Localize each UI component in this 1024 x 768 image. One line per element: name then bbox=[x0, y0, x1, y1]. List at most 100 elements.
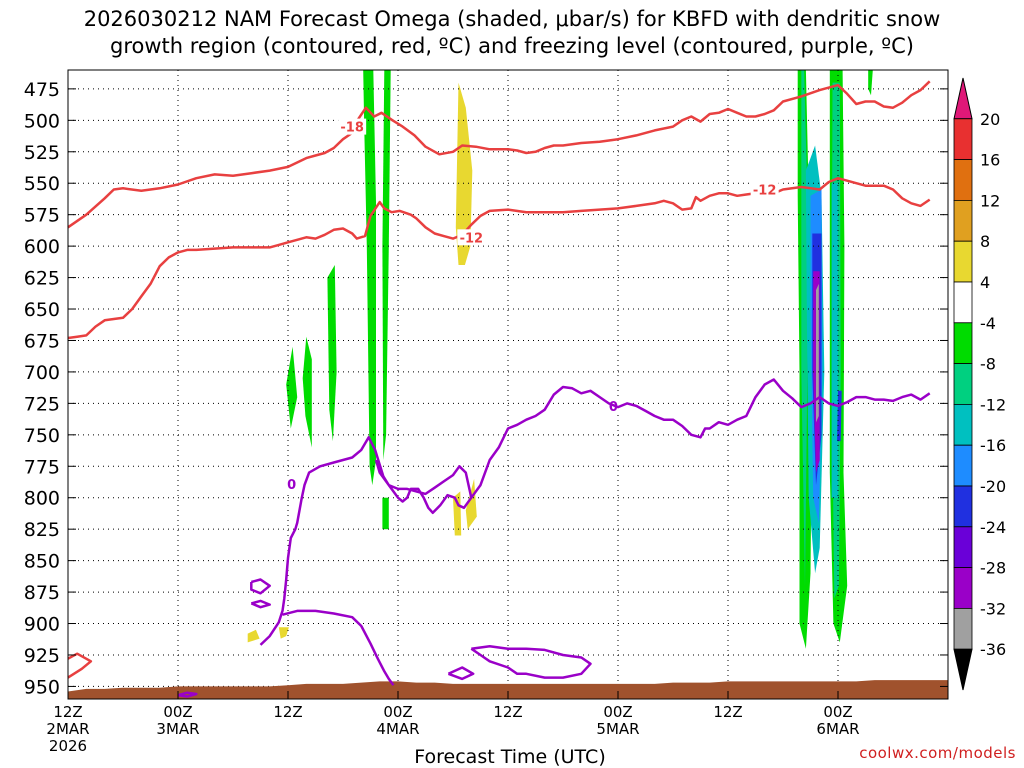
colorbar-label-7: -8 bbox=[980, 355, 996, 374]
y-tick-label-725: 725 bbox=[24, 393, 60, 415]
title-line-2: growth region (contoured, red, ºC) and f… bbox=[110, 34, 914, 58]
colorbar-swatch-3 bbox=[953, 199, 973, 242]
contour-label-bg-0 bbox=[338, 118, 367, 135]
contour-label-4: 0 bbox=[287, 478, 296, 493]
colorbar-label-13: 20 bbox=[980, 110, 1000, 129]
omega-region-10 bbox=[278, 627, 289, 639]
chart-title: 2026030212 NAM Forecast Omega (shaded, μ… bbox=[0, 6, 1024, 60]
title-line-1: 2026030212 NAM Forecast Omega (shaded, μ… bbox=[83, 7, 941, 31]
x-tick-label-72-0: 12Z bbox=[713, 703, 742, 721]
omega-region-9 bbox=[247, 629, 260, 643]
omega-region-8 bbox=[465, 478, 477, 530]
y-tick-label-600: 600 bbox=[24, 236, 60, 258]
y-tick-label-550: 550 bbox=[24, 173, 60, 195]
omega-region-6 bbox=[455, 82, 473, 265]
contour-line-5 bbox=[259, 436, 473, 646]
colorbar-top-triangle bbox=[953, 77, 973, 120]
contour-label-5: 0 bbox=[609, 400, 618, 415]
colorbar-label-9: 4 bbox=[980, 273, 990, 292]
colorbar-swatch-12 bbox=[953, 567, 973, 609]
contour-label-2: -12 bbox=[753, 184, 777, 199]
x-tick-label-84-1: 6MAR bbox=[816, 720, 859, 738]
omega-region-7 bbox=[453, 491, 462, 536]
y-tick-label-850: 850 bbox=[24, 551, 60, 573]
x-axis-label: Forecast Time (UTC) bbox=[414, 746, 605, 768]
colorbar-swatch-10 bbox=[953, 485, 973, 528]
colorbar-swatch-1 bbox=[953, 118, 973, 161]
colorbar-label-6: -12 bbox=[980, 395, 1006, 414]
omega-region-3 bbox=[327, 265, 337, 442]
omega-region-4 bbox=[286, 346, 298, 429]
contour-line-6 bbox=[470, 378, 931, 499]
contour-line-4 bbox=[177, 691, 198, 698]
y-tick-label-475: 475 bbox=[24, 79, 60, 101]
y-tick-label-500: 500 bbox=[24, 110, 60, 132]
y-tick-label-775: 775 bbox=[24, 456, 60, 478]
colorbar-swatch-2 bbox=[953, 159, 973, 201]
colorbar-swatch-6 bbox=[953, 322, 973, 364]
colorbar-swatch-9 bbox=[953, 444, 973, 487]
x-tick-label-60-0: 00Z bbox=[603, 703, 632, 721]
contour-layer: -18 -12 -12 0 0 bbox=[67, 80, 931, 698]
y-tick-label-525: 525 bbox=[24, 142, 60, 164]
x-tick-label-12-1: 3MAR bbox=[156, 720, 199, 738]
x-tick-label-0-1: 2MAR bbox=[46, 720, 89, 738]
y-tick-label-800: 800 bbox=[24, 488, 60, 510]
y-tick-label-925: 925 bbox=[24, 645, 60, 667]
colorbar-label-4: -20 bbox=[980, 477, 1006, 496]
omega-region-22 bbox=[816, 283, 819, 423]
y-tick-label-900: 900 bbox=[24, 614, 60, 636]
x-tick-label-12-0: 00Z bbox=[163, 703, 192, 721]
x-tick-label-60-1: 5MAR bbox=[596, 720, 639, 738]
colorbar-swatch-5 bbox=[953, 281, 973, 324]
y-tick-label-750: 750 bbox=[24, 425, 60, 447]
contour-line-0 bbox=[67, 80, 931, 229]
y-tick-label-825: 825 bbox=[24, 519, 60, 541]
colorbar-label-11: 12 bbox=[980, 191, 1000, 210]
contour-line-10 bbox=[470, 644, 592, 679]
x-tick-label-24-0: 12Z bbox=[273, 703, 302, 721]
y-tick-label-675: 675 bbox=[24, 330, 60, 352]
contour-label-bg-4 bbox=[277, 475, 306, 492]
contour-label-1: -12 bbox=[460, 231, 484, 246]
omega-region-2 bbox=[302, 336, 312, 448]
omega-region-13 bbox=[868, 70, 873, 96]
colorbar-label-0: -36 bbox=[980, 640, 1006, 659]
x-tick-label-48-0: 12Z bbox=[493, 703, 522, 721]
contour-line-9 bbox=[282, 609, 395, 686]
colorbar-label-2: -28 bbox=[980, 559, 1006, 578]
x-tick-label-84-0: 00Z bbox=[823, 703, 852, 721]
y-tick-label-700: 700 bbox=[24, 362, 60, 384]
colorbar-label-12: 16 bbox=[980, 151, 1000, 170]
y-tick-label-950: 950 bbox=[24, 676, 60, 698]
y-tick-label-875: 875 bbox=[24, 582, 60, 604]
x-tick-label-0-0: 12Z bbox=[53, 703, 82, 721]
contour-line-3 bbox=[67, 652, 93, 679]
y-tick-label-650: 650 bbox=[24, 299, 60, 321]
colorbar-swatch-4 bbox=[953, 240, 973, 283]
omega-region-5 bbox=[382, 497, 389, 530]
colorbar-label-8: -4 bbox=[980, 314, 996, 333]
x-tick-label-36-0: 00Z bbox=[383, 703, 412, 721]
colorbar-label-5: -16 bbox=[980, 436, 1006, 455]
colorbar-swatch-11 bbox=[953, 526, 973, 568]
omega-shading-layer bbox=[247, 70, 873, 649]
y-tick-label-575: 575 bbox=[24, 205, 60, 227]
colorbar-bottom-triangle bbox=[953, 648, 973, 691]
omega-region-1 bbox=[382, 70, 391, 460]
colorbar-label-10: 8 bbox=[980, 232, 990, 251]
contour-label-0: -18 bbox=[340, 121, 364, 136]
colorbar-label-1: -32 bbox=[980, 599, 1006, 618]
colorbar-label-3: -24 bbox=[980, 518, 1006, 537]
contour-label-bg-2 bbox=[750, 181, 779, 198]
y-tick-label-625: 625 bbox=[24, 268, 60, 290]
colorbar-swatch-13 bbox=[953, 608, 973, 650]
omega-region-0 bbox=[363, 70, 376, 486]
contour-line-7 bbox=[250, 578, 271, 595]
x-tick-label-0-2: 2026 bbox=[49, 737, 87, 755]
colorbar: -36 -32 -28 -24 -20 -16 -12 -8 -4 4 8 12 16 20 bbox=[953, 77, 1006, 691]
contour-label-bg-1 bbox=[457, 229, 486, 246]
axes-layer: 475 500 525 550 575 600 625 650 675 700 725 750 775 8… bbox=[24, 79, 949, 755]
omega-region-17 bbox=[831, 183, 838, 498]
